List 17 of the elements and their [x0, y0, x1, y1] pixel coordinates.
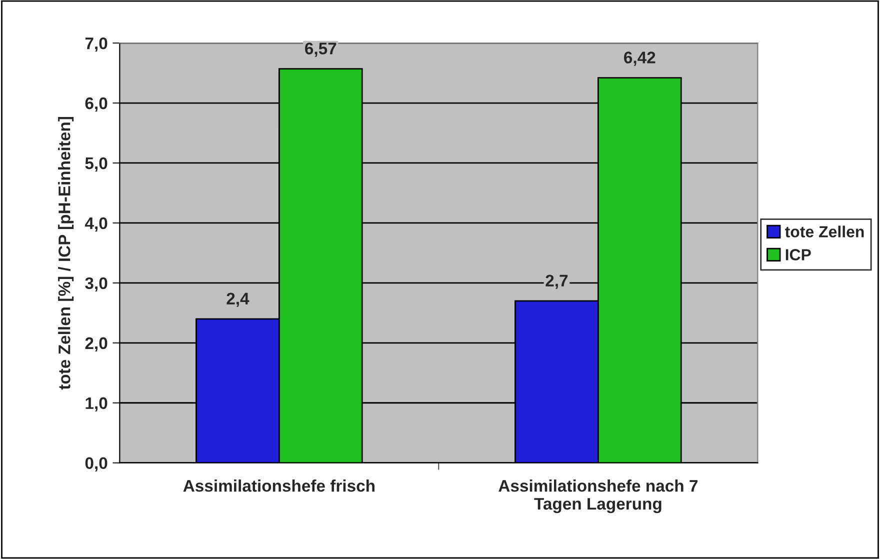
y-tick-label: 2,0 — [85, 337, 108, 352]
data-label: 2,4 — [226, 292, 250, 307]
legend-label: tote Zellen — [785, 226, 864, 238]
data-label: 6,57 — [305, 42, 336, 57]
y-tick-label: 7,0 — [85, 37, 108, 52]
x-tick-label: Assimilationshefe frisch — [183, 480, 374, 492]
y-tick-label: 6,0 — [85, 97, 108, 112]
x-tick-label: Assimilationshefe nach 7 Tagen Lagerung — [498, 480, 698, 514]
y-tick-label: 3,0 — [85, 277, 108, 292]
y-axis-title: tote Zellen [%] / ICP [pH-Einheiten] — [58, 116, 74, 390]
y-tick-label: 1,0 — [86, 397, 108, 412]
legend-label: ICP — [786, 249, 811, 260]
data-label: 2,7 — [546, 274, 568, 289]
y-tick-label: 0,0 — [85, 457, 108, 472]
data-label: 6,42 — [624, 52, 656, 66]
y-tick-label: 4,0 — [84, 217, 108, 232]
y-tick-label: 5,0 — [85, 157, 108, 172]
